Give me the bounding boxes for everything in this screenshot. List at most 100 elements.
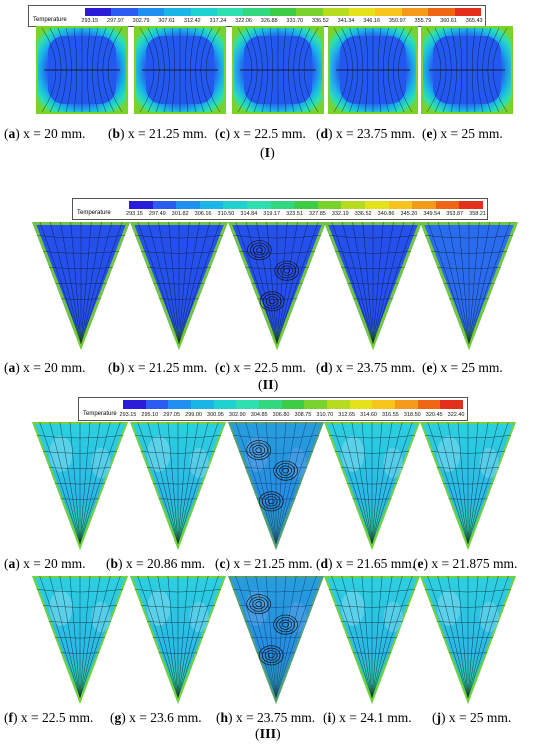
colorbar-swatch — [199, 201, 224, 209]
colorbar — [85, 8, 482, 16]
colorbar-swatch — [111, 8, 138, 16]
colorbar-tick-label: 293.15 — [119, 412, 137, 418]
colorbar-ticks: 293.15 297.97 302.79 307.61 312.42 317.24 322.… — [77, 18, 487, 24]
contour-panel-III-c — [228, 422, 324, 550]
colorbar-swatch — [349, 8, 376, 16]
caption-III-g: (g) x = 23.6 mm. — [110, 710, 202, 725]
colorbar-tick-label: 360.61 — [440, 18, 457, 24]
colorbar-swatch — [364, 201, 389, 209]
caption-II-b: (b) x = 21.25 mm. — [108, 360, 208, 375]
colorbar-swatch — [296, 8, 323, 16]
caption-I-d: (d) x = 23.75 mm. — [316, 126, 416, 141]
colorbar-tick-label: 293.15 — [126, 211, 143, 217]
colorbar-swatch — [401, 8, 429, 16]
legend-group-2: Temperature 293.15 297.49 301.82 306.16 310.… — [72, 198, 488, 220]
colorbar-tick-label: 314.60 — [360, 412, 377, 418]
colorbar-swatch — [349, 400, 373, 409]
colorbar-tick-label: 345.20 — [400, 211, 418, 217]
contour-panel-III-a — [32, 422, 128, 550]
colorbar-swatch — [454, 8, 482, 16]
caption-II-c: (c) x = 22.5 mm. — [215, 360, 306, 375]
colorbar-tick-label: 340.86 — [377, 211, 395, 217]
colorbar-swatch — [164, 8, 191, 16]
colorbar-tick-label: 302.79 — [132, 18, 150, 24]
legend-group-1: Temperature 293.15 297.97 302.79 307.61 312.… — [28, 5, 486, 27]
contour-panel-I-e — [421, 26, 513, 114]
colorbar-tick-label: 314.84 — [240, 211, 258, 217]
colorbar-tick-label: 316.55 — [382, 412, 399, 418]
colorbar-tick-label: 353.87 — [446, 211, 464, 217]
caption-II-e: (e) x = 25 mm. — [422, 360, 503, 375]
caption-II-d: (d) x = 23.75 mm. — [316, 360, 416, 375]
contour-panel-III-f — [32, 576, 128, 704]
colorbar-tick-label: 310.70 — [316, 412, 334, 418]
colorbar-swatch — [322, 8, 350, 16]
colorbar-tick-label: 310.50 — [217, 211, 235, 217]
caption-I-a: (a) x = 20 mm. — [4, 126, 86, 141]
caption-III-i: (i) x = 24.1 mm. — [323, 710, 412, 725]
colorbar-swatch — [440, 400, 464, 409]
colorbar-swatch — [459, 201, 483, 209]
colorbar-swatch — [243, 8, 270, 16]
colorbar-tick-label: 297.49 — [148, 211, 166, 217]
colorbar-tick-label: 312.65 — [338, 412, 356, 418]
colorbar-tick-label: 318.50 — [403, 412, 421, 418]
colorbar-tick-label: 317.24 — [209, 18, 227, 24]
colorbar-tick-label: 319.17 — [263, 211, 281, 217]
colorbar-swatch — [294, 201, 318, 209]
colorbar-swatch — [269, 8, 297, 16]
colorbar-swatch — [129, 201, 153, 209]
colorbar-swatch — [217, 8, 244, 16]
colorbar-tick-label: 300.95 — [207, 412, 224, 418]
colorbar-swatch — [168, 400, 192, 409]
colorbar-swatch — [304, 400, 328, 409]
colorbar-swatch — [388, 201, 413, 209]
contour-panel-III-d — [324, 422, 420, 550]
group-label-III: (III) — [255, 727, 281, 742]
contour-panel-III-e — [420, 422, 516, 550]
caption-III-d: (d) x = 21.65 mm. — [316, 556, 416, 571]
group-label-I: (I) — [260, 146, 275, 161]
colorbar-tick-label: 336.52 — [354, 211, 372, 217]
colorbar-tick-label: 341.34 — [337, 18, 355, 24]
colorbar-tick-label: 306.16 — [194, 211, 212, 217]
colorbar-swatch — [395, 400, 418, 409]
colorbar-swatch — [428, 8, 455, 16]
colorbar-swatch — [145, 400, 169, 409]
caption-I-c: (c) x = 22.5 mm. — [215, 126, 306, 141]
contour-panel-II-c — [228, 222, 326, 350]
colorbar-tick-label: 322.06 — [235, 18, 252, 24]
colorbar-swatch — [317, 201, 342, 209]
colorbar-swatch — [85, 8, 112, 16]
colorbar-tick-label: 355.79 — [414, 18, 432, 24]
colorbar-swatch — [213, 400, 237, 409]
colorbar-swatch — [412, 201, 436, 209]
colorbar-swatch — [236, 400, 260, 409]
colorbar-swatch — [417, 400, 441, 409]
colorbar-swatch — [372, 400, 396, 409]
colorbar-swatch — [246, 201, 271, 209]
colorbar-swatch — [375, 8, 402, 16]
contour-panel-I-c — [232, 26, 324, 114]
colorbar-tick-label: 349.54 — [423, 211, 441, 217]
contour-panel-III-b — [130, 422, 226, 550]
colorbar — [123, 400, 464, 409]
legend-group-3: Temperature 293.15 295.10 297.05 299.00 300.… — [78, 397, 468, 421]
colorbar-swatch — [327, 400, 350, 409]
caption-III-e: (e) x = 21.875 mm. — [413, 556, 518, 571]
legend-title: Temperature — [83, 411, 117, 417]
contour-panel-I-d — [328, 26, 418, 114]
colorbar-tick-label: 308.75 — [294, 412, 312, 418]
colorbar-swatch — [223, 201, 247, 209]
contour-panel-III-j — [420, 576, 516, 704]
colorbar-ticks: 293.15 295.10 297.05 299.00 300.95 302.90 304.… — [117, 412, 467, 418]
contour-panel-I-a — [36, 26, 128, 114]
colorbar-swatch — [259, 400, 282, 409]
legend-title: Temperature — [33, 17, 67, 23]
contour-panel-III-h — [228, 576, 324, 704]
colorbar-tick-label: 323.51 — [286, 211, 303, 217]
colorbar-tick-label: 304.85 — [250, 412, 268, 418]
colorbar-swatch — [123, 400, 146, 409]
colorbar-tick-label: 312.42 — [183, 18, 201, 24]
colorbar-tick-label: 326.88 — [260, 18, 278, 24]
